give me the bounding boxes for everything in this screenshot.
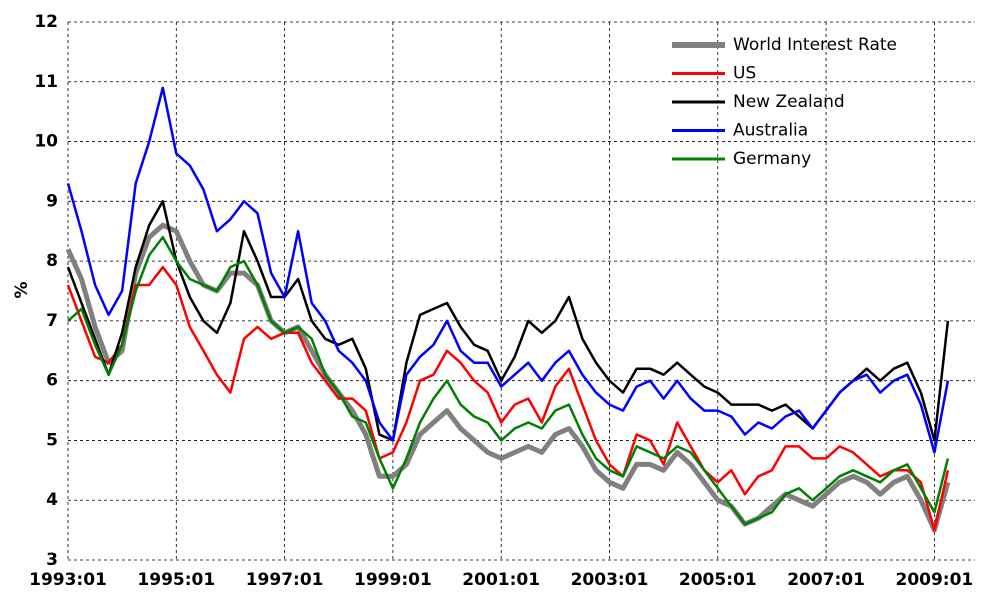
series-line — [66, 86, 950, 454]
x-tick-label: 2003:01 — [571, 570, 649, 590]
series-line — [65, 222, 951, 533]
x-tick-label: 1997:01 — [246, 570, 324, 590]
legend-label: World Interest Rate — [733, 35, 897, 55]
x-tick-label: 2005:01 — [679, 570, 757, 590]
y-tick-label: 8 — [46, 251, 58, 271]
series-line — [67, 235, 950, 526]
x-tick-label: 2009:01 — [895, 570, 973, 590]
y-tick-label: 6 — [46, 371, 58, 391]
x-tick-label: 2001:01 — [462, 570, 540, 590]
y-tick-label: 3 — [46, 550, 58, 570]
y-tick-label: 7 — [46, 311, 58, 331]
x-tick-label: 1993:01 — [29, 570, 107, 590]
legend-label: Germany — [733, 149, 811, 169]
y-tick-label: 12 — [34, 12, 58, 32]
series-line — [66, 200, 950, 442]
y-tick-label: 9 — [46, 191, 58, 211]
y-tick-label: 10 — [34, 132, 58, 152]
y-tick-label: 4 — [46, 490, 58, 510]
series-line — [66, 265, 950, 532]
x-tick-label: 1995:01 — [137, 570, 215, 590]
legend-label: Australia — [733, 121, 808, 141]
y-axis-label: % — [12, 281, 32, 298]
y-tick-label: 5 — [46, 430, 58, 450]
x-tick-label: 1999:01 — [354, 570, 432, 590]
legend-label: US — [733, 64, 756, 84]
legend-label: New Zealand — [733, 92, 845, 112]
y-tick-label: 11 — [34, 72, 58, 92]
x-tick-label: 2007:01 — [787, 570, 865, 590]
